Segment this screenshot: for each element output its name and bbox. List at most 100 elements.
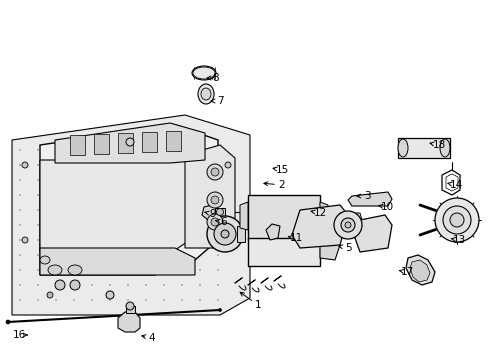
Circle shape (55, 179, 57, 181)
Circle shape (333, 211, 361, 239)
Ellipse shape (397, 139, 407, 157)
Circle shape (19, 209, 21, 211)
Circle shape (181, 179, 183, 181)
Circle shape (91, 269, 93, 271)
Circle shape (19, 149, 21, 151)
Text: 11: 11 (289, 233, 302, 243)
Circle shape (127, 149, 129, 151)
Text: 17: 17 (400, 267, 413, 277)
Circle shape (109, 254, 111, 256)
Circle shape (19, 269, 21, 271)
Polygon shape (118, 312, 140, 332)
Circle shape (109, 164, 111, 166)
Circle shape (37, 269, 39, 271)
Circle shape (19, 284, 21, 286)
Circle shape (37, 239, 39, 241)
Circle shape (73, 164, 75, 166)
Circle shape (340, 218, 354, 232)
Bar (247, 195, 319, 240)
Circle shape (163, 194, 164, 196)
Circle shape (199, 209, 201, 211)
Circle shape (109, 269, 111, 271)
Text: 1: 1 (254, 300, 261, 310)
Circle shape (145, 194, 147, 196)
Polygon shape (337, 213, 361, 227)
Circle shape (210, 218, 219, 226)
Circle shape (6, 320, 10, 324)
Circle shape (109, 284, 111, 286)
Circle shape (181, 164, 183, 166)
Circle shape (163, 284, 164, 286)
Circle shape (37, 194, 39, 196)
Circle shape (109, 224, 111, 226)
Polygon shape (265, 224, 280, 240)
Circle shape (434, 198, 478, 242)
Circle shape (19, 164, 21, 166)
Text: 14: 14 (448, 180, 462, 190)
Circle shape (91, 299, 93, 301)
Circle shape (19, 179, 21, 181)
Polygon shape (319, 235, 339, 260)
Circle shape (449, 213, 463, 227)
Circle shape (181, 299, 183, 301)
Bar (126, 306, 135, 313)
Polygon shape (202, 205, 218, 220)
Ellipse shape (48, 265, 62, 275)
Text: 16: 16 (12, 330, 25, 340)
Circle shape (127, 269, 129, 271)
Text: 13: 13 (451, 235, 465, 245)
Circle shape (163, 164, 164, 166)
Circle shape (145, 164, 147, 166)
Bar (142, 132, 157, 152)
Ellipse shape (198, 84, 214, 104)
Circle shape (217, 269, 219, 271)
Circle shape (73, 224, 75, 226)
Circle shape (47, 292, 53, 298)
Circle shape (106, 291, 114, 299)
Polygon shape (40, 248, 195, 275)
Circle shape (181, 149, 183, 151)
Bar (397, 138, 449, 158)
Circle shape (145, 254, 147, 256)
Circle shape (181, 209, 183, 211)
Circle shape (127, 254, 129, 256)
Circle shape (19, 239, 21, 241)
Circle shape (127, 209, 129, 211)
Circle shape (199, 239, 201, 241)
Circle shape (55, 254, 57, 256)
Polygon shape (405, 255, 434, 285)
Circle shape (73, 194, 75, 196)
Circle shape (163, 179, 164, 181)
Polygon shape (12, 115, 249, 315)
Circle shape (55, 194, 57, 196)
Circle shape (73, 179, 75, 181)
Circle shape (181, 194, 183, 196)
Circle shape (181, 239, 183, 241)
Circle shape (91, 209, 93, 211)
Text: 7: 7 (216, 96, 223, 106)
Circle shape (126, 302, 134, 310)
Circle shape (91, 224, 93, 226)
Polygon shape (184, 145, 235, 248)
Circle shape (199, 254, 201, 256)
Circle shape (37, 254, 39, 256)
Ellipse shape (201, 88, 210, 100)
Bar (94, 134, 109, 154)
Circle shape (127, 239, 129, 241)
Circle shape (91, 254, 93, 256)
Text: 8: 8 (212, 73, 219, 83)
Circle shape (73, 209, 75, 211)
Circle shape (127, 299, 129, 301)
Circle shape (91, 149, 93, 151)
Circle shape (217, 254, 219, 256)
Circle shape (199, 269, 201, 271)
Circle shape (19, 224, 21, 226)
Ellipse shape (439, 139, 449, 157)
Circle shape (206, 192, 223, 208)
Circle shape (210, 196, 219, 204)
Circle shape (109, 299, 111, 301)
Circle shape (70, 280, 80, 290)
Circle shape (199, 299, 201, 301)
Circle shape (73, 299, 75, 301)
Circle shape (217, 284, 219, 286)
